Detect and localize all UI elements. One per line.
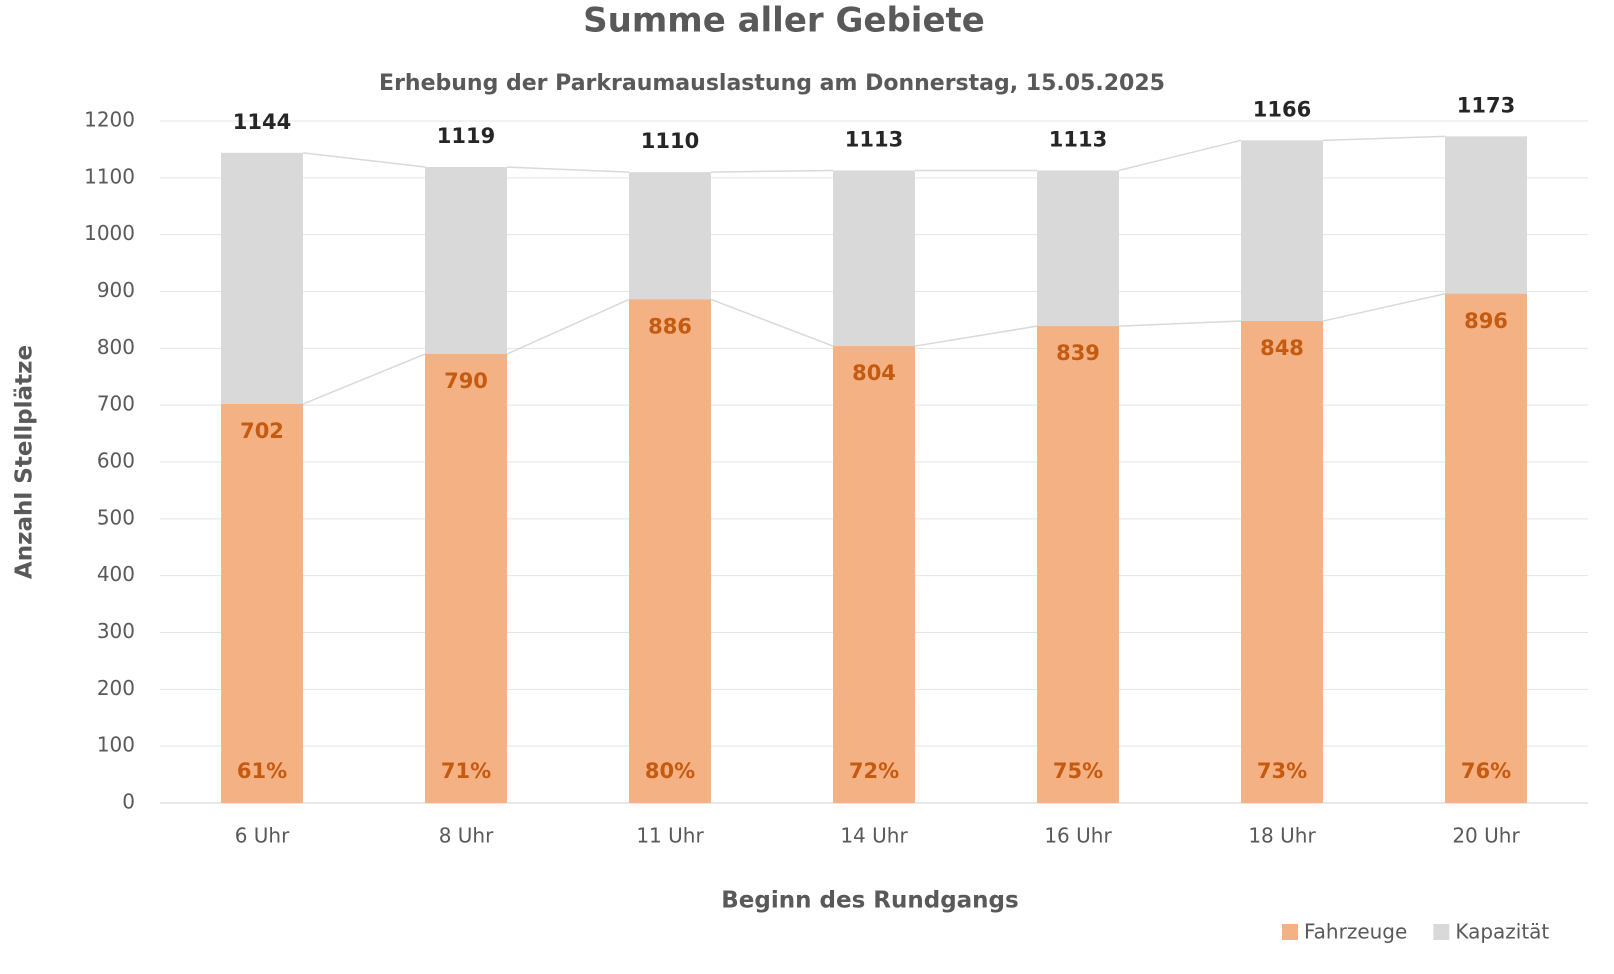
x-tick-label: 18 Uhr: [1248, 824, 1316, 848]
data-label: 886: [648, 314, 692, 338]
bar: [1037, 326, 1119, 803]
series-line: [302, 152, 426, 168]
data-label: 1173: [1457, 93, 1515, 117]
y-tick-label: 500: [97, 505, 135, 529]
series-line: [710, 298, 834, 347]
y-tick-label: 1200: [84, 108, 135, 132]
bar: [833, 346, 915, 803]
y-tick-label: 0: [122, 790, 135, 814]
share-label: 76%: [1461, 759, 1511, 783]
x-tick-label: 14 Uhr: [840, 824, 908, 848]
y-tick-label: 200: [97, 676, 135, 700]
legend-swatch: [1282, 924, 1298, 940]
x-tick-label: 11 Uhr: [636, 824, 704, 848]
y-tick-label: 900: [97, 278, 135, 302]
y-tick-label: 600: [97, 449, 135, 473]
legend-label: Kapazität: [1455, 920, 1549, 944]
data-label: 702: [240, 419, 284, 443]
data-label: 804: [852, 361, 896, 385]
share-label: 61%: [237, 759, 287, 783]
data-label: 896: [1464, 309, 1508, 333]
series-line: [1118, 320, 1242, 327]
share-label: 73%: [1257, 759, 1307, 783]
y-tick-label: 300: [97, 619, 135, 643]
share-label: 80%: [645, 759, 695, 783]
series-line: [914, 325, 1038, 347]
x-tick-label: 8 Uhr: [439, 824, 494, 848]
data-label: 1166: [1253, 97, 1311, 121]
y-tick-label: 400: [97, 562, 135, 586]
series-line: [1322, 135, 1446, 142]
data-label: 848: [1260, 336, 1304, 360]
data-label: 1144: [233, 110, 291, 134]
share-label: 75%: [1053, 759, 1103, 783]
share-label: 72%: [849, 759, 899, 783]
bar: [1241, 321, 1323, 803]
y-tick-label: 800: [97, 335, 135, 359]
share-label: 71%: [441, 759, 491, 783]
y-tick-label: 1000: [84, 221, 135, 245]
x-tick-label: 20 Uhr: [1452, 824, 1520, 848]
series-line: [1118, 139, 1242, 172]
bar: [629, 299, 711, 803]
y-axis-title: Anzahl Stellplätze: [12, 345, 38, 579]
y-tick-label: 700: [97, 392, 135, 416]
chart-title: Summe aller Gebiete: [583, 1, 985, 41]
data-label: 1119: [437, 124, 495, 148]
bar: [1445, 293, 1527, 803]
x-tick-label: 6 Uhr: [235, 824, 290, 848]
series-line: [506, 166, 630, 173]
x-tick-label: 16 Uhr: [1044, 824, 1112, 848]
series-line: [506, 298, 630, 355]
y-tick-label: 1100: [84, 164, 135, 188]
series-line: [1322, 293, 1446, 322]
data-label: 1113: [845, 127, 903, 151]
legend-label: Fahrzeuge: [1304, 920, 1407, 944]
bar: [425, 354, 507, 803]
series-line: [302, 353, 426, 405]
y-tick-label: 100: [97, 733, 135, 757]
data-label: 1113: [1049, 127, 1107, 151]
legend-swatch: [1433, 924, 1450, 940]
data-label: 1110: [641, 129, 699, 153]
data-label: 839: [1056, 341, 1100, 365]
series-line: [710, 169, 834, 173]
chart-subtitle: Erhebung der Parkraumauslastung am Donne…: [379, 71, 1165, 96]
data-label: 790: [444, 369, 488, 393]
x-axis-title: Beginn des Rundgangs: [721, 888, 1018, 914]
bar: [221, 404, 303, 803]
